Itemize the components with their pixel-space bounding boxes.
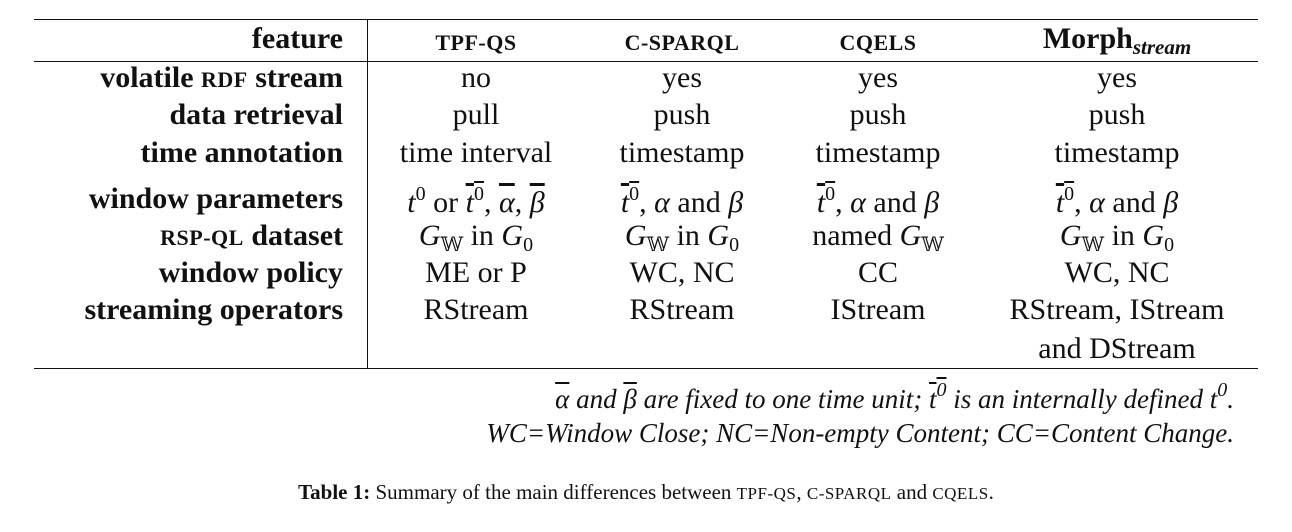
cell-window-params-cqels: t0, α and β <box>816 183 940 219</box>
cell-volatile-c-sparql: yes <box>662 61 702 94</box>
caption-end: . <box>988 480 994 504</box>
row-label-smallcaps: RSP-QL <box>160 225 244 250</box>
cell-time-c-sparql: timestamp <box>619 136 745 169</box>
cell-time-tpf-qs: time interval <box>399 136 553 169</box>
cell-operators-morph-line1: RStream, IStream <box>1009 293 1225 326</box>
header-tpf-qs: TPF-QS <box>435 30 517 55</box>
row-label-rsp-ql-dataset: RSP-QL dataset <box>160 221 343 251</box>
cell-volatile-morph: yes <box>1097 61 1137 94</box>
row-label-smallcaps: RDF <box>201 67 248 92</box>
cell-policy-morph: WC, NC <box>1064 256 1170 289</box>
cell-retrieval-c-sparql: push <box>653 98 711 131</box>
cell-operators-tpf-qs: RStream <box>423 293 529 326</box>
cell-window-params-morph: t0, α and β <box>1055 183 1179 219</box>
cell-window-params-c-sparql: t0, α and β <box>620 183 744 219</box>
cell-retrieval-tpf-qs: pull <box>452 98 500 131</box>
cell-dataset-c-sparql: G𝕎 in G0 <box>624 219 740 256</box>
caption-label: Table 1: <box>298 480 371 504</box>
cell-dataset-morph: G𝕎 in G0 <box>1059 219 1175 256</box>
cell-window-params-tpf-qs: t0 or t0, α, β <box>407 183 545 219</box>
caption-sep: , <box>796 480 807 504</box>
table-header-rule <box>34 61 1258 62</box>
cell-policy-c-sparql: WC, NC <box>629 256 735 289</box>
row-label-part: volatile <box>100 61 202 94</box>
table-top-rule <box>34 19 1258 20</box>
header-morph-main: Morph <box>1042 22 1133 55</box>
caption-sep: and <box>891 480 933 504</box>
cell-operators-morph-line2: and DStream <box>1038 332 1196 365</box>
row-label-streaming-operators: streaming operators <box>84 293 343 326</box>
caption-c-sparql: C-SPARQL <box>806 484 892 503</box>
caption-cqels: CQELS <box>932 484 989 503</box>
header-feature: feature <box>251 22 343 55</box>
cell-operators-cqels: IStream <box>830 293 926 326</box>
cell-volatile-cqels: yes <box>858 61 898 94</box>
cell-retrieval-morph: push <box>1088 98 1146 131</box>
row-label-window-parameters: window parameters <box>88 182 343 215</box>
header-c-sparql: C-SPARQL <box>624 30 740 55</box>
cell-dataset-tpf-qs: G𝕎 in G0 <box>418 219 534 256</box>
caption-text: Summary of the main differences between <box>370 480 737 504</box>
cell-volatile-tpf-qs: no <box>461 61 491 94</box>
row-label-part: stream <box>247 61 343 94</box>
row-label-volatile-rdf-stream: volatile RDF stream <box>100 63 343 93</box>
header-morph-subscript: stream <box>1132 35 1192 59</box>
cell-dataset-cqels: named G𝕎 <box>812 219 944 256</box>
row-label-data-retrieval: data retrieval <box>169 98 343 131</box>
table-note-fixed-units: α and β are fixed to one time unit; t0 i… <box>555 379 1234 414</box>
cell-policy-tpf-qs: ME or P <box>425 256 527 289</box>
cell-time-cqels: timestamp <box>815 136 941 169</box>
caption-tpf-qs: TPF-QS <box>736 484 797 503</box>
cell-time-morph: timestamp <box>1054 136 1180 169</box>
row-label-window-policy: window policy <box>158 256 343 289</box>
table-caption: Table 1: Summary of the main differences… <box>298 482 994 503</box>
header-morph-stream: Morphstream <box>1043 24 1191 58</box>
table-column-separator <box>367 20 368 368</box>
cell-operators-c-sparql: RStream <box>629 293 735 326</box>
cell-policy-cqels: CC <box>857 256 899 289</box>
table-bottom-rule <box>34 368 1258 369</box>
cell-retrieval-cqels: push <box>849 98 907 131</box>
row-label-time-annotation: time annotation <box>140 136 344 169</box>
header-cqels: CQELS <box>839 30 917 55</box>
row-label-part: dataset <box>243 219 343 252</box>
table-note-abbreviations: WC=Window Close; NC=Non-empty Content; C… <box>486 418 1234 448</box>
